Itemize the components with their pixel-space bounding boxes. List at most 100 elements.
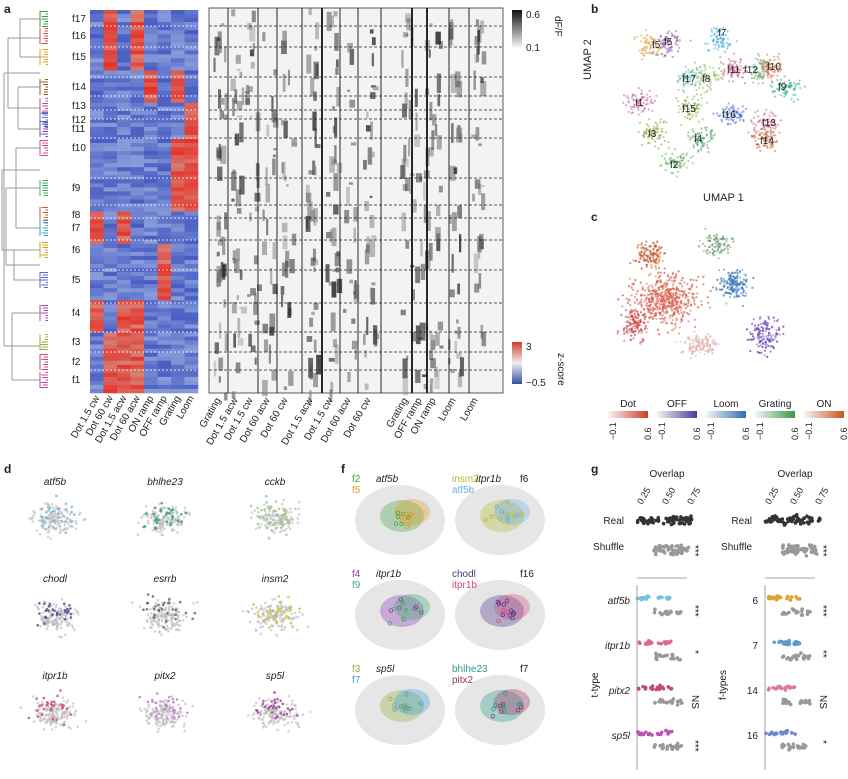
umap-point [792, 82, 796, 85]
umap-response-point [721, 236, 724, 239]
umap-point [767, 63, 770, 66]
heatmap-cell [157, 102, 172, 108]
trace-response [454, 340, 458, 354]
umap-response-point [739, 280, 742, 284]
umap-point [691, 97, 694, 101]
heatmap-cell [130, 86, 145, 91]
umap-point [680, 74, 683, 77]
heatmap-cell [130, 243, 145, 249]
brain-cell [174, 506, 178, 509]
gene-title: cckb [265, 477, 286, 488]
umap-response-point [639, 328, 642, 331]
brain-cell [250, 511, 254, 514]
umap-point [753, 77, 756, 80]
trace-response [430, 358, 436, 369]
umap-point [770, 68, 773, 71]
brain-cell [173, 624, 177, 627]
brain-cell [49, 610, 53, 614]
heatmap-cell [103, 352, 118, 358]
heatmap-cell [144, 247, 158, 253]
brain-cell [178, 619, 182, 622]
heatmap-cell [171, 308, 185, 313]
umap-point [645, 51, 648, 54]
brain-cell [157, 514, 160, 517]
brain-cell [260, 523, 263, 526]
umap-response-point [765, 335, 768, 338]
brain-cell [284, 606, 288, 609]
trace-response [216, 221, 221, 237]
umap-point [676, 100, 680, 103]
trace-response [430, 378, 434, 393]
trace-response [428, 49, 431, 58]
umap-response-point [688, 338, 692, 341]
trace-response [236, 248, 240, 261]
umap-point [710, 28, 713, 31]
heatmap-cell [171, 288, 185, 293]
trace-response [271, 97, 274, 114]
umap-response-point [717, 245, 720, 248]
trace-response [252, 43, 255, 51]
heatmap-cell [157, 139, 172, 144]
heatmap-cell [90, 243, 104, 249]
umap-point [649, 133, 652, 137]
heatmap-cell [103, 66, 118, 71]
umap-response-point [675, 317, 678, 320]
brain-cell [31, 516, 34, 520]
umap-response-point [630, 334, 633, 337]
heatmap-cell [157, 175, 172, 180]
umap-point [647, 133, 651, 137]
umap-response-point [695, 279, 698, 282]
heatmap-cell [184, 259, 199, 265]
trace-response [263, 339, 269, 353]
expressing-cell [184, 611, 188, 615]
heatmap-cell [157, 151, 172, 156]
umap-point [740, 111, 743, 114]
brain-cell [270, 624, 274, 627]
dendrogram-leaf-group [39, 28, 48, 44]
umap-point [641, 96, 644, 100]
heatmap-cell [117, 384, 131, 390]
heatmap-cell [171, 94, 185, 99]
brain-cell [57, 607, 61, 610]
trace-response [271, 109, 277, 123]
umap-point [692, 130, 695, 133]
heatmap-cell [171, 320, 185, 325]
umap-response-point [730, 237, 733, 240]
trace-response [474, 36, 478, 46]
umap-point [664, 42, 667, 45]
trace-response [419, 176, 423, 182]
umap-response-point [627, 321, 631, 324]
heatmap-cell [103, 187, 118, 192]
umap-response-point [665, 286, 668, 289]
heatmap-cell [90, 235, 104, 241]
umap-response-point [628, 299, 631, 302]
umap-point [644, 48, 647, 51]
umap-response-point [653, 261, 656, 264]
heatmap-cell [157, 130, 172, 136]
umap-point [638, 49, 641, 52]
umap-response-point [766, 355, 769, 358]
umap-response-point [678, 289, 681, 293]
heatmap-cell [171, 66, 185, 71]
dendrogram-leaf-group [39, 121, 48, 137]
heatmap-cell [103, 183, 118, 188]
heatmap-cell [184, 54, 199, 59]
heatmap-cell [171, 110, 185, 116]
expressing-cell [156, 521, 159, 525]
umap-point [776, 74, 779, 77]
heatmap-cell [157, 308, 172, 313]
umap-point [637, 113, 640, 116]
umap-point [646, 99, 649, 102]
heatmap-cell [157, 66, 172, 71]
umap-response-point [688, 291, 691, 294]
heatmap-cell [90, 187, 104, 192]
umap-point [756, 58, 760, 61]
brain-cell [57, 623, 61, 626]
heatmap-cell [90, 171, 104, 176]
umap-response-point [659, 271, 662, 274]
brain-cell [275, 634, 278, 637]
umap-point [649, 47, 652, 51]
umap-point [725, 118, 728, 121]
expressing-cell [162, 625, 165, 629]
umap-response-point [634, 259, 637, 263]
